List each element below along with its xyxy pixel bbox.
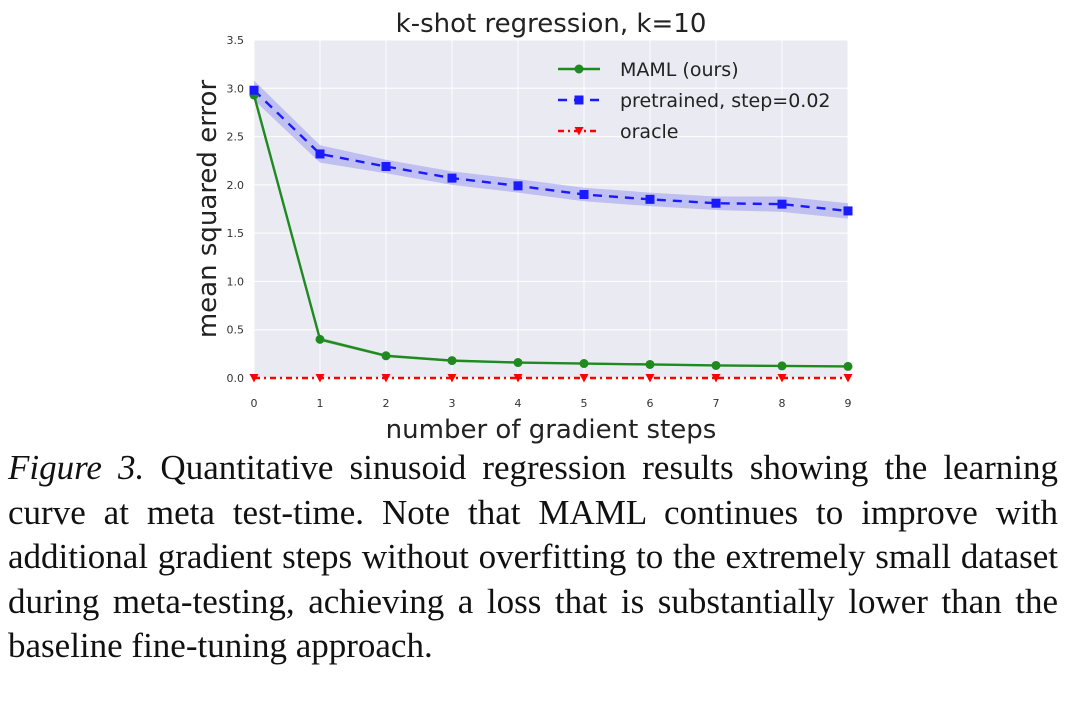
y-tick-label: 0.0: [227, 372, 245, 385]
data-point: [513, 374, 523, 383]
x-tick-label: 6: [647, 397, 654, 410]
data-point: [711, 360, 721, 370]
data-point: [711, 198, 721, 208]
data-point: [843, 206, 853, 216]
y-tick-label: 0.5: [227, 324, 245, 337]
y-tick-label: 3.5: [227, 34, 245, 47]
y-tick-label: 1.5: [227, 227, 245, 240]
series-markers: [249, 85, 853, 383]
data-point: [513, 358, 523, 368]
x-tick-label: 3: [449, 397, 456, 410]
data-point: [447, 356, 457, 366]
data-point: [447, 374, 457, 383]
data-point: [249, 374, 259, 383]
x-tick-label: 0: [251, 397, 258, 410]
x-tick-label: 4: [515, 397, 522, 410]
data-point: [711, 374, 721, 383]
data-point: [843, 361, 853, 371]
x-tick-label: 2: [383, 397, 390, 410]
data-point: [579, 190, 589, 200]
figure-caption: Figure 3. Quantitative sinusoid regressi…: [8, 446, 1058, 669]
data-point: [315, 374, 325, 383]
data-point: [315, 334, 325, 344]
legend-marker: [574, 127, 584, 136]
caption-text: Quantitative sinusoid regression results…: [8, 448, 1058, 665]
data-point: [777, 199, 787, 209]
x-tick-label: 5: [581, 397, 588, 410]
data-point: [447, 173, 457, 183]
data-point: [579, 374, 589, 383]
data-point: [645, 359, 655, 369]
data-point: [645, 374, 655, 383]
tick-labels: 0 1 2 3 4 5 6 7 8 9 0.0 0.5 1.0 1.5 2.0 2.5 3.0 3.5: [227, 34, 852, 410]
data-point: [579, 359, 589, 369]
legend: MAML (ours) pretrained, step=0.02 oracle: [558, 59, 831, 143]
y-tick-label: 2.0: [227, 179, 245, 192]
data-point: [843, 374, 853, 383]
data-point: [777, 374, 787, 383]
data-point: [645, 194, 655, 204]
y-tick-label: 2.5: [227, 131, 245, 144]
legend-label: oracle: [620, 121, 679, 143]
data-point: [381, 374, 391, 383]
series-lines: [252, 89, 849, 380]
figure-label: Figure 3.: [8, 448, 145, 487]
data-point: [315, 149, 325, 159]
chart-title: k-shot regression, k=10: [396, 9, 707, 39]
x-tick-label: 9: [845, 397, 852, 410]
legend-label: pretrained, step=0.02: [620, 90, 831, 112]
y-tick-label: 3.0: [227, 82, 245, 95]
series-line: [253, 89, 849, 213]
data-point: [381, 351, 391, 361]
legend-label: MAML (ours): [620, 59, 739, 81]
data-point: [513, 181, 523, 191]
y-axis-label: mean squared error: [193, 80, 223, 339]
x-tick-label: 8: [779, 397, 786, 410]
data-point: [249, 85, 259, 95]
series-line: [252, 94, 849, 368]
data-point: [381, 162, 391, 172]
data-point: [777, 361, 787, 371]
learning-curve-chart: 0 1 2 3 4 5 6 7 8 9 0.0 0.5 1.0 1.5 2.0 2.5 3.0 3.5 k-sho…: [193, 9, 853, 445]
legend-marker: [574, 95, 584, 105]
legend-marker: [574, 64, 584, 74]
x-axis-label: number of gradient steps: [386, 415, 717, 445]
y-tick-label: 1.0: [227, 275, 245, 288]
x-tick-label: 1: [317, 397, 324, 410]
x-tick-label: 7: [713, 397, 720, 410]
